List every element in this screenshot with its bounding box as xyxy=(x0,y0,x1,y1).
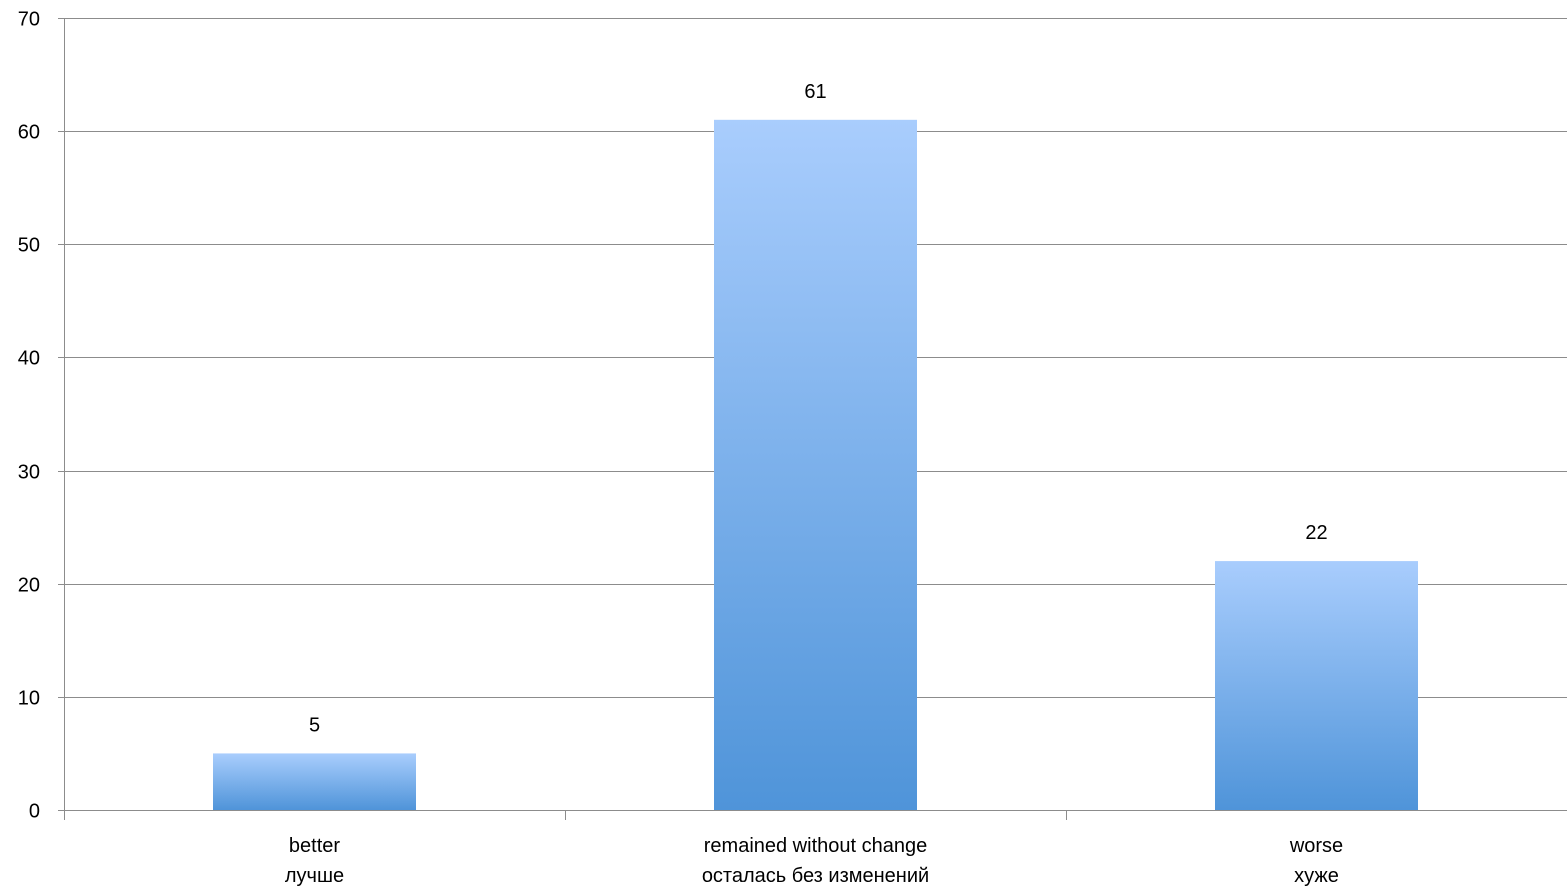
bars xyxy=(213,119,1418,811)
x-tick-label: remained without change xyxy=(704,835,927,857)
y-tick-label: 10 xyxy=(18,688,40,710)
data-label: 5 xyxy=(309,714,320,736)
x-tick-label: лучше xyxy=(285,865,344,887)
y-tick-label: 40 xyxy=(18,348,40,370)
y-tick-label: 50 xyxy=(18,235,40,257)
x-tick-label: better xyxy=(289,835,340,857)
x-tick-label: worse xyxy=(1289,835,1343,857)
data-label: 22 xyxy=(1305,522,1327,544)
x-tick-label: хуже xyxy=(1294,865,1339,887)
x-tick-label: осталась без изменений xyxy=(702,865,929,887)
data-label: 61 xyxy=(804,81,826,103)
bar-1 xyxy=(714,119,917,811)
bar-0 xyxy=(213,753,416,810)
y-tick-label: 20 xyxy=(18,575,40,597)
labels: 0 10 20 30 40 50 60 70 5 better лучше 61 remained wi… xyxy=(18,9,1343,888)
y-tick-label: 70 xyxy=(18,9,40,31)
bar-2 xyxy=(1215,561,1418,810)
y-tick-label: 0 xyxy=(29,801,40,823)
y-tick-label: 30 xyxy=(18,462,40,484)
axes xyxy=(58,18,1567,820)
y-tick-label: 60 xyxy=(18,122,40,144)
